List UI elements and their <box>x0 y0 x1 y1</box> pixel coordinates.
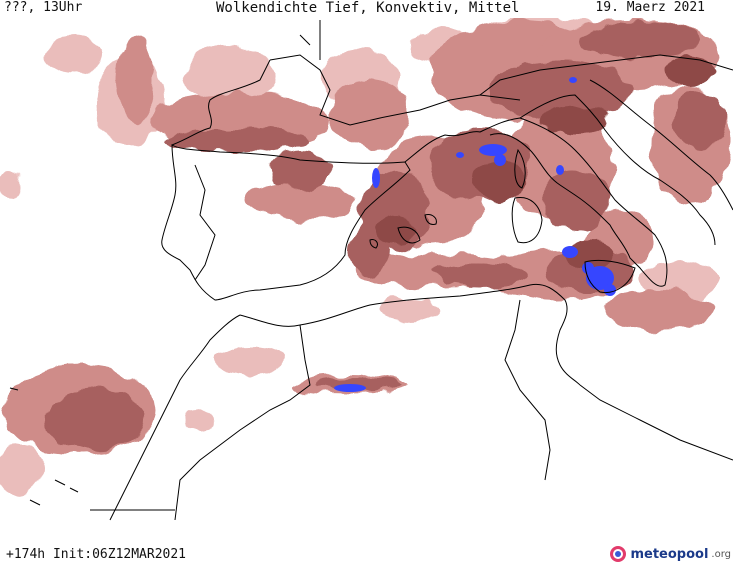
meteopool-globe-icon <box>610 546 627 562</box>
cloud-density-map <box>0 18 733 521</box>
convective-cells <box>334 77 616 392</box>
map-title: Wolkendichte Tief, Konvektiv, Mittel <box>216 0 520 16</box>
map-footer: +174h Init:06Z12MAR2021 meteopool .org <box>0 539 733 566</box>
logo-text: meteopool <box>630 546 709 562</box>
model-run-info: +174h Init:06Z12MAR2021 <box>6 547 187 562</box>
coastlines <box>9 20 733 521</box>
cloud-layer-very-dense <box>377 55 715 270</box>
valid-weekday-time: ???, 13Uhr <box>4 0 83 15</box>
valid-date: 19. Maerz 2021 <box>595 0 705 15</box>
meteopool-logo[interactable]: meteopool .org <box>609 545 731 563</box>
logo-ext: .org <box>711 548 731 560</box>
